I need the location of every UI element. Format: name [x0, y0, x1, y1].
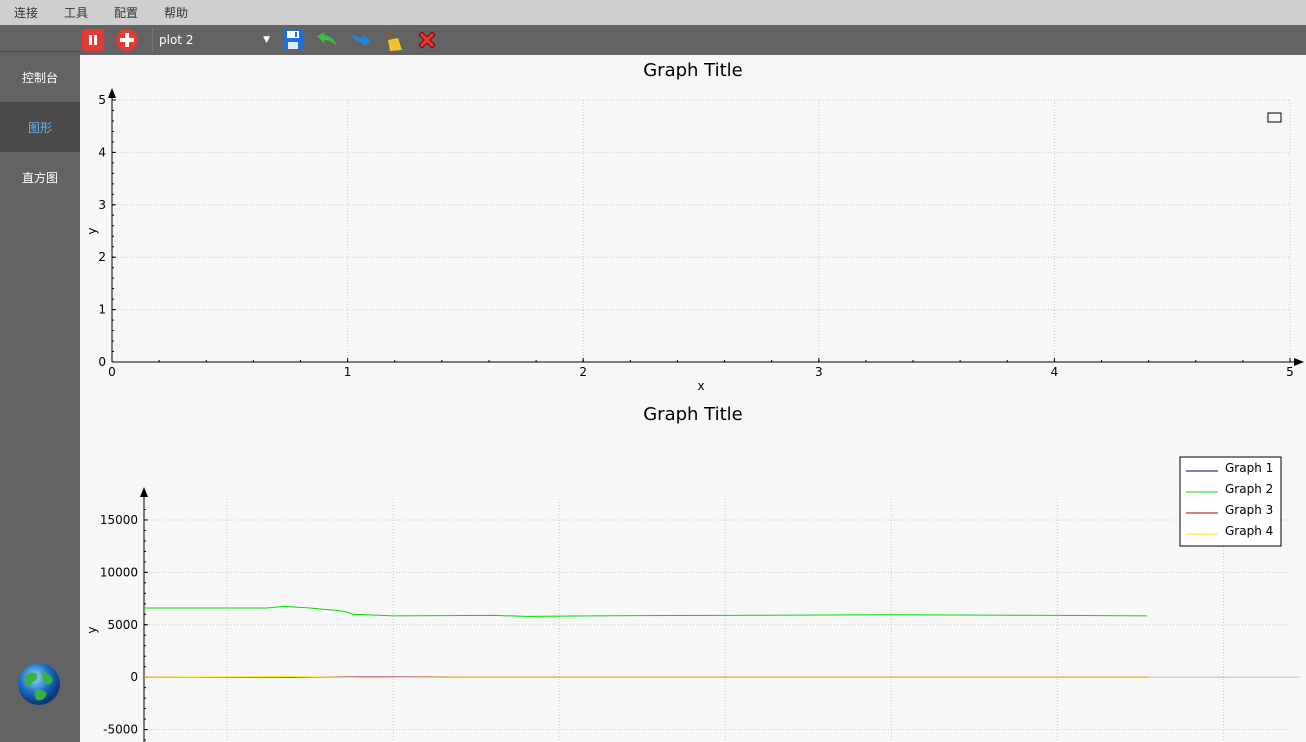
y-axis-arrow	[108, 88, 116, 98]
chart-title: Graph Title	[643, 60, 743, 81]
x-tick-label: 2	[579, 365, 587, 379]
legend-label-3: Graph 3	[1225, 503, 1273, 517]
toolbar: plot 2 ▼	[80, 25, 1306, 55]
add-icon	[116, 29, 138, 51]
undo-button[interactable]	[314, 27, 340, 53]
menu-connect[interactable]: 连接	[14, 6, 39, 20]
x-tick-label: 0	[108, 365, 116, 379]
y-axis-label: y	[85, 626, 99, 633]
x-axis-arrow	[1294, 358, 1304, 366]
y-tick-label: 5000	[107, 618, 138, 632]
y-tick-label: 0	[130, 670, 138, 684]
pause-icon	[82, 29, 104, 51]
legend-label-2: Graph 2	[1225, 482, 1273, 496]
y-tick-label: 2	[98, 250, 106, 264]
close-icon	[418, 31, 436, 49]
y-tick-label: 1	[98, 303, 106, 317]
save-button[interactable]	[280, 27, 306, 53]
add-button[interactable]	[114, 27, 140, 53]
redo-button[interactable]	[348, 27, 374, 53]
x-tick-label: 4	[1051, 365, 1059, 379]
y-tick-label: -5000	[103, 723, 138, 737]
sidebar-item-console[interactable]: 控制台	[21, 70, 58, 85]
y-tick-label: 5	[98, 93, 106, 107]
globe-icon	[18, 663, 60, 705]
sidebar-item-histogram[interactable]: 直方图	[21, 170, 58, 185]
x-tick-label: 1	[344, 365, 352, 379]
y-tick-label: 3	[98, 198, 106, 212]
y-tick-label: 4	[98, 145, 106, 159]
redo-icon	[351, 34, 371, 46]
chart-bottom[interactable]: Graph Title55060065070075080085015000100…	[80, 399, 1306, 742]
broom-icon	[384, 28, 402, 51]
x-tick-label: 5	[1286, 365, 1294, 379]
y-tick-label: 10000	[100, 565, 138, 579]
y-tick-label: 0	[98, 355, 106, 369]
y-axis-arrow	[140, 487, 148, 497]
chevron-down-icon: ▼	[263, 35, 270, 45]
menu-config[interactable]: 配置	[114, 6, 139, 20]
legend-box	[1267, 112, 1282, 123]
undo-icon	[317, 32, 337, 46]
legend-label-1: Graph 1	[1225, 461, 1273, 475]
series-line-4	[143, 676, 1148, 679]
x-axis-label: x	[697, 379, 704, 393]
menu-tools[interactable]: 工具	[64, 6, 89, 20]
series-line-2	[144, 605, 1148, 617]
pause-button[interactable]	[80, 27, 106, 53]
legend-box	[1179, 456, 1282, 547]
x-tick-label: 3	[815, 365, 823, 379]
save-icon	[283, 30, 303, 50]
clear-button[interactable]	[380, 27, 406, 53]
chart-top[interactable]: Graph Title 0 1 2 3 4 5 0 1 2 3 4 5 x y	[80, 55, 1306, 399]
menubar: 连接 工具 配置 帮助	[0, 0, 1306, 25]
plot-select-value: plot 2	[159, 33, 194, 47]
y-tick-label: 15000	[100, 513, 138, 527]
menu-help[interactable]: 帮助	[164, 6, 189, 20]
chart-title: Graph Title	[643, 404, 743, 425]
legend-label-4: Graph 4	[1225, 524, 1273, 538]
plot-select[interactable]: plot 2 ▼	[152, 28, 276, 52]
y-axis-label: y	[85, 227, 99, 234]
close-plot-button[interactable]	[414, 27, 440, 53]
sidebar-item-graph[interactable]: 图形	[0, 102, 80, 152]
sidebar-header	[0, 25, 80, 52]
sidebar: 控制台 图形 直方图	[0, 25, 80, 742]
